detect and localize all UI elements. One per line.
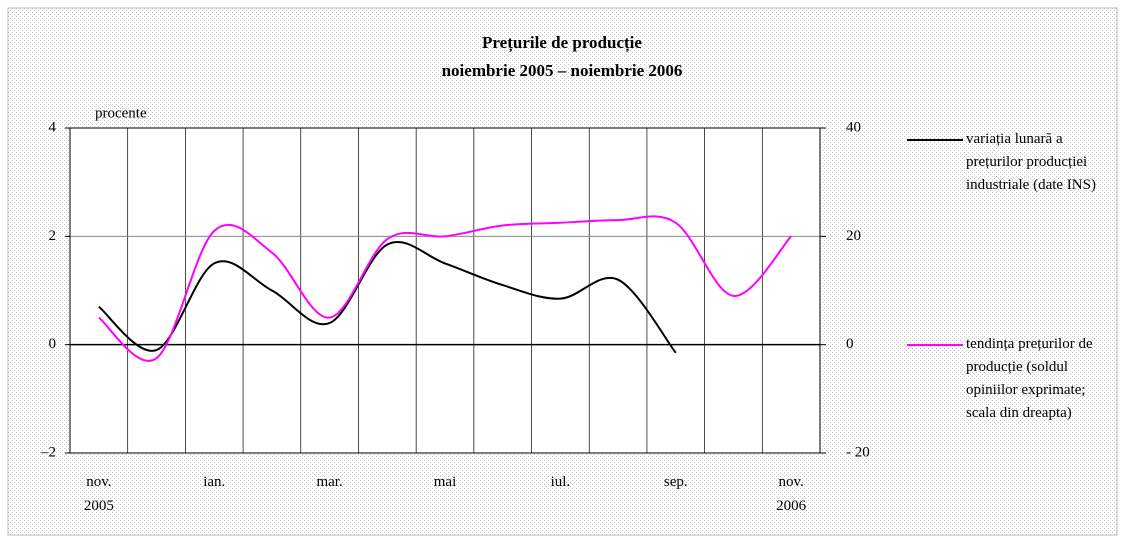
y-tick-label: 0 [49,336,57,352]
y2-tick-label: 0 [846,336,854,352]
y2-tick-label: 40 [846,119,861,135]
y-tick-label: 2 [49,228,57,244]
x-tick-label: iul. [551,474,571,490]
data-line [98,215,792,362]
chart-subtitle: noiembrie 2005 – noiembrie 2006 [442,61,683,80]
x-tick-label: sep. [664,474,688,490]
data-line [98,241,677,354]
y2-tick-label: - 20 [846,444,870,460]
plot-area [70,128,820,453]
x-tick-label: nov. 2005 [84,474,114,514]
legend-label: tendința prețurilor de producție (soldul o… [966,336,1093,421]
chart-title: Prețurile de producție [482,33,642,53]
x-tick-label: mar. [316,474,342,490]
x-tick-label: nov. 2006 [776,474,807,514]
y-tick-label: –2 [40,444,56,460]
y-tick-label: 4 [49,119,57,135]
x-tick-label: ian. [203,474,225,490]
y-axis-label: procente [95,105,147,121]
legend-label: variația lunară a prețurilor producției in… [966,131,1096,193]
y2-tick-label: 20 [846,228,861,244]
x-tick-label: mai [434,474,457,490]
